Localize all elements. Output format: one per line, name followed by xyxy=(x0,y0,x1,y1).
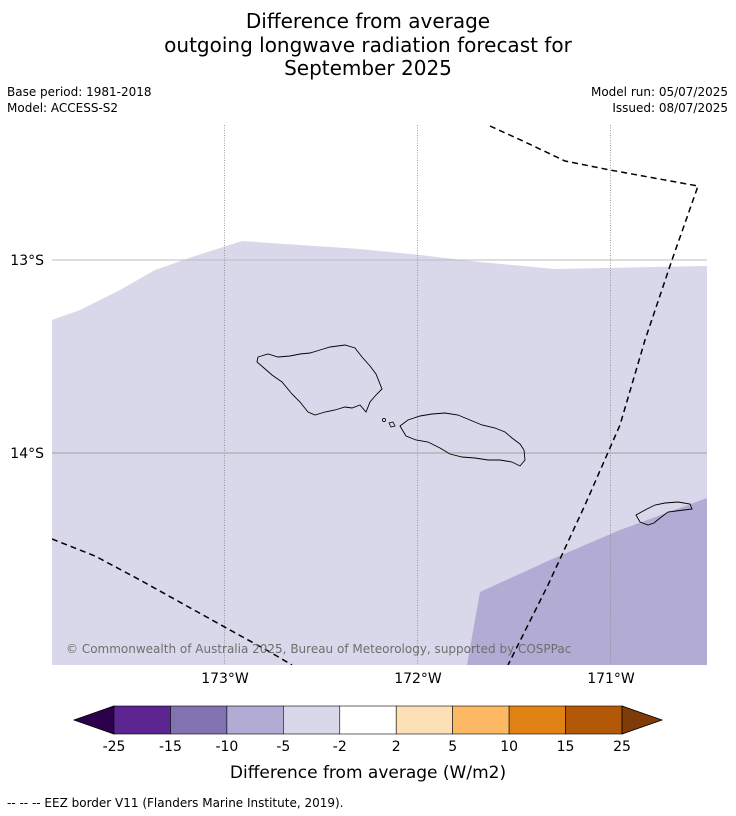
colorbar-title: Difference from average (W/m2) xyxy=(230,763,506,783)
colorbar-bin-2 xyxy=(226,705,284,735)
colorbar-bin-4 xyxy=(339,705,397,735)
graticule xyxy=(52,125,707,665)
footer-note: -- -- -- EEZ border V11 (Flanders Marine… xyxy=(7,796,344,810)
colorbar-label-5: 2 xyxy=(392,739,401,755)
colorbar-bin-1 xyxy=(170,705,228,735)
colorbar-bin-5 xyxy=(395,705,453,735)
colorbar-label-8: 15 xyxy=(557,739,575,755)
colorbar-label-7: 10 xyxy=(500,739,518,755)
lon-label-172w: 172°W xyxy=(394,671,442,687)
lat-label-13s: 13°S xyxy=(10,253,44,269)
colorbar-label-4: -2 xyxy=(333,739,347,755)
colorbar-label-2: -10 xyxy=(215,739,238,755)
island-tutuila xyxy=(635,501,693,526)
colorbar-bin-0 xyxy=(113,705,171,735)
issued-date: Issued: 08/07/2025 xyxy=(612,101,728,115)
colorbar-bin-3 xyxy=(283,705,341,735)
island-upolu xyxy=(399,412,526,467)
colorbar-extend-low xyxy=(72,705,115,735)
meta-left: Base period: 1981-2018 Model: ACCESS-S2 xyxy=(7,84,152,116)
lon-label-171w: 171°W xyxy=(587,671,635,687)
colorbar-label-0: -25 xyxy=(103,739,126,755)
island-savaii xyxy=(256,344,383,416)
lon-label-173w: 173°W xyxy=(201,671,249,687)
colorbar: -25 -15 -10 -5 -2 2 5 10 15 25 xyxy=(72,705,664,755)
colorbar-label-6: 5 xyxy=(448,739,457,755)
model-run: Model run: 05/07/2025 xyxy=(590,85,728,99)
colorbar-bin-7 xyxy=(508,705,566,735)
title-line-3: September 2025 xyxy=(284,56,452,80)
colorbar-bin-6 xyxy=(452,705,510,735)
map-area: © Commonwealth of Australia 2025, Bureau… xyxy=(52,125,707,665)
meta-right: Model run: 05/07/2025 Issued: 08/07/2025 xyxy=(591,84,728,116)
islet-1 xyxy=(381,417,386,422)
title-line-1: Difference from average xyxy=(245,9,491,33)
colorbar-label-1: -15 xyxy=(159,739,182,755)
colorbar-extend-high xyxy=(621,705,664,735)
lat-label-14s: 14°S xyxy=(10,446,44,462)
islet-2 xyxy=(388,421,396,428)
colorbar-bin-8 xyxy=(565,705,623,735)
base-period: Base period: 1981-2018 xyxy=(7,85,152,99)
title-line-2: outgoing longwave radiation forecast for xyxy=(164,33,572,57)
eez-border xyxy=(52,125,699,665)
copyright-text: © Commonwealth of Australia 2025, Bureau… xyxy=(66,642,571,656)
model-name: Model: ACCESS-S2 xyxy=(7,101,119,115)
colorbar-label-3: -5 xyxy=(276,739,290,755)
region-medium xyxy=(467,498,707,665)
colorbar-label-9: 25 xyxy=(613,739,631,755)
